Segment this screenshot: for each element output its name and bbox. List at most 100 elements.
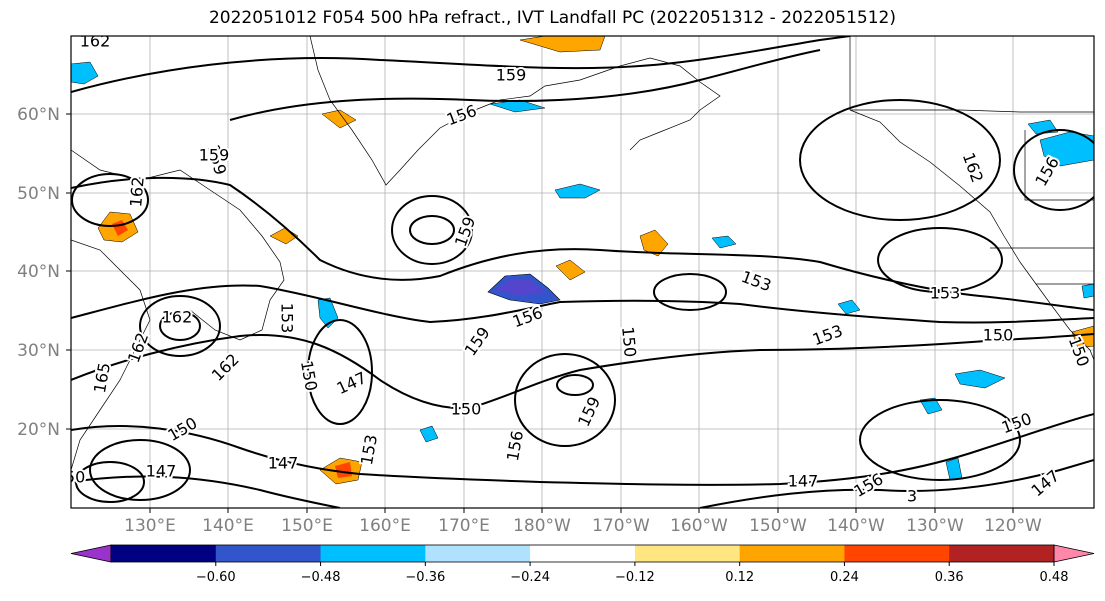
contour-line <box>877 227 1003 293</box>
contour-line <box>1013 129 1094 211</box>
shade-patch <box>837 299 861 315</box>
contour-line <box>859 399 1021 481</box>
contour-label: 147 <box>268 454 299 473</box>
contour-line <box>514 353 616 447</box>
contour-line <box>799 99 1001 221</box>
colorbar-bin <box>215 545 322 562</box>
colorbar-tick-label: −0.36 <box>405 570 445 585</box>
contour-line <box>229 49 821 121</box>
height-contours <box>71 36 1094 508</box>
contour-line <box>391 195 473 265</box>
colorbar-tick-label: 0.48 <box>1040 570 1069 585</box>
contour-line <box>139 295 221 357</box>
contour-line <box>409 215 455 245</box>
contour-line <box>159 311 201 341</box>
lon-label: 140°W <box>827 516 885 536</box>
colorbar-tick-label: −0.60 <box>196 570 236 585</box>
colorbar-bin <box>844 545 950 562</box>
colorbar-extend-low <box>70 544 112 563</box>
colorbar: −0.60 −0.48 −0.36 −0.24 −0.12 0.12 0.24 0.36 0.4… <box>70 544 1095 585</box>
shade-patch <box>1081 283 1094 299</box>
lat-label: 60°N <box>17 105 60 125</box>
contour-line <box>71 333 1094 410</box>
colorbar-bin <box>530 545 636 562</box>
shade-patch <box>711 235 737 249</box>
colorbar-frame <box>110 544 1055 563</box>
contour-label: 159 <box>199 146 230 165</box>
colorbar-tick-label: 0.24 <box>830 570 859 585</box>
coastline-path <box>309 36 721 186</box>
contour-label: 162 <box>80 32 111 51</box>
longitude-labels: 130°E 140°E 150°E 160°E 170°E 180°W 170°… <box>124 516 1042 536</box>
lon-label: 170°E <box>438 516 490 536</box>
shade-patch <box>419 425 439 443</box>
shade-patch <box>519 36 606 53</box>
contour-line <box>71 475 341 508</box>
lat-label: 20°N <box>17 420 60 440</box>
contour-line <box>89 439 191 501</box>
graticule <box>71 36 1094 508</box>
lat-label: 50°N <box>17 184 60 204</box>
shade-patch <box>71 61 99 85</box>
contour-label: 159 <box>496 66 527 85</box>
contour-line <box>71 36 851 93</box>
contour-label: 153 <box>930 284 961 303</box>
colorbar-bin <box>111 545 217 562</box>
coastline-path <box>849 109 1094 361</box>
colorbar-tick-label: −0.24 <box>510 570 550 585</box>
colorbar-bin <box>320 545 426 562</box>
contour-line <box>556 374 594 396</box>
contour-line <box>71 413 1094 486</box>
colorbar-tick-label: −0.12 <box>615 570 655 585</box>
shade-patch <box>954 369 1006 389</box>
lon-label: 120°W <box>984 516 1042 536</box>
contour-line <box>699 459 1094 508</box>
contour-label: 162 <box>162 308 193 327</box>
shade-patch <box>1039 131 1094 167</box>
contour-line <box>71 173 149 227</box>
lon-label: 130°E <box>124 516 176 536</box>
colorbar-bin <box>739 545 845 562</box>
border-path <box>850 109 1094 113</box>
contour-line <box>653 273 727 311</box>
lon-label: 180°W <box>513 516 571 536</box>
coastline-path <box>71 149 285 341</box>
contour-label: 147 <box>788 472 819 491</box>
axis-ticks <box>66 113 1014 513</box>
contour-label: 153 <box>278 303 297 334</box>
lat-label: 30°N <box>17 341 60 361</box>
lat-label: 40°N <box>17 262 60 282</box>
latitude-labels: 60°N 50°N 40°N 30°N 20°N <box>17 105 60 440</box>
lon-label: 150°W <box>749 516 807 536</box>
contour-label: 3 <box>907 487 917 506</box>
lon-label: 130°W <box>906 516 964 536</box>
contour-label: 150 <box>451 400 482 419</box>
shade-patch <box>639 229 669 257</box>
contour-line <box>71 284 1094 324</box>
shade-patch <box>919 397 943 415</box>
lon-label: 160°W <box>670 516 728 536</box>
colorbar-bin <box>949 545 1055 562</box>
contour-line <box>307 319 373 425</box>
contour-line <box>75 461 145 503</box>
colorbar-tick-label: 0.36 <box>935 570 964 585</box>
shade-patch <box>554 183 601 199</box>
chart-title: 2022051012 F054 500 hPa refract., IVT La… <box>208 8 896 28</box>
lon-label: 170°W <box>592 516 650 536</box>
lon-label: 140°E <box>202 516 254 536</box>
colorbar-tick-label: −0.48 <box>301 570 341 585</box>
shade-patch <box>555 259 586 281</box>
shade-patch <box>495 280 545 296</box>
colorbar-bin <box>634 545 741 562</box>
border-path <box>1024 130 1094 201</box>
contour-label: 147 <box>146 462 177 481</box>
shade-patch <box>1071 325 1094 349</box>
contour-label: 150 <box>618 326 640 358</box>
colorbar-extend-high <box>1053 544 1095 563</box>
lon-label: 160°E <box>359 516 411 536</box>
contour-label: 162 <box>126 176 148 208</box>
colorbar-tick-label: 0.12 <box>725 570 754 585</box>
contour-label: 150 <box>55 468 86 487</box>
shade-patch <box>335 462 352 478</box>
